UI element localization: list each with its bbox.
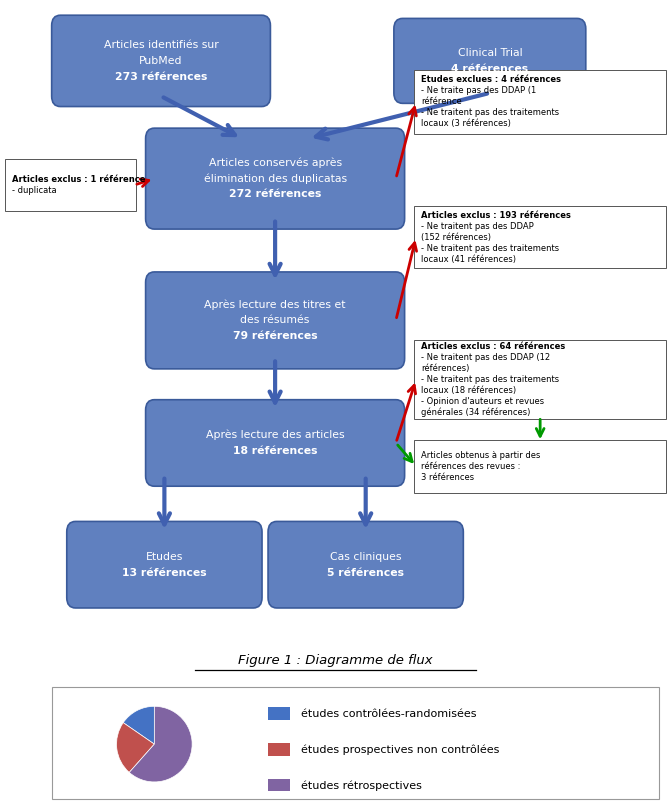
Text: - duplicata: - duplicata	[12, 186, 57, 195]
Text: Cas cliniques: Cas cliniques	[330, 552, 401, 562]
Text: locaux (41 références): locaux (41 références)	[421, 255, 517, 264]
FancyBboxPatch shape	[146, 272, 405, 368]
Text: références des revues :: références des revues :	[421, 461, 521, 471]
Text: Articles identifiés sur: Articles identifiés sur	[103, 40, 219, 50]
Text: Clinical Trial: Clinical Trial	[458, 48, 522, 58]
Text: Etudes exclues : 4 références: Etudes exclues : 4 références	[421, 75, 562, 84]
Text: - Ne traitent pas des DDAP: - Ne traitent pas des DDAP	[421, 222, 534, 231]
Text: (152 références): (152 références)	[421, 232, 491, 242]
Text: Articles exclus : 193 références: Articles exclus : 193 références	[421, 211, 571, 219]
FancyBboxPatch shape	[414, 70, 666, 134]
FancyBboxPatch shape	[414, 440, 666, 493]
Wedge shape	[117, 723, 154, 772]
Text: Articles obtenus à partir des: Articles obtenus à partir des	[421, 451, 541, 460]
Text: références): références)	[421, 364, 470, 373]
Text: études contrôlées-randomisées: études contrôlées-randomisées	[301, 709, 477, 718]
FancyBboxPatch shape	[52, 15, 270, 107]
FancyBboxPatch shape	[5, 159, 136, 211]
Text: - Ne traitent pas des DDAP (12: - Ne traitent pas des DDAP (12	[421, 353, 550, 362]
Text: - Ne traite pas des DDAP (1: - Ne traite pas des DDAP (1	[421, 87, 537, 95]
FancyBboxPatch shape	[268, 521, 464, 608]
Text: locaux (18 références): locaux (18 références)	[421, 386, 517, 395]
Text: 79 références: 79 références	[233, 331, 317, 341]
FancyBboxPatch shape	[414, 206, 666, 268]
Text: 4 références: 4 références	[452, 64, 528, 74]
Text: Figure 1 : Diagramme de flux: Figure 1 : Diagramme de flux	[238, 654, 433, 667]
Text: études prospectives non contrôlées: études prospectives non contrôlées	[301, 745, 500, 755]
Text: 273 références: 273 références	[115, 71, 207, 82]
FancyBboxPatch shape	[146, 128, 405, 229]
Text: - Opinion d'auteurs et revues: - Opinion d'auteurs et revues	[421, 397, 544, 406]
Bar	[268, 707, 290, 721]
Text: 5 références: 5 références	[327, 568, 404, 578]
Text: Après lecture des articles: Après lecture des articles	[206, 430, 344, 441]
FancyBboxPatch shape	[66, 521, 262, 608]
Text: Articles exclus : 64 références: Articles exclus : 64 références	[421, 342, 566, 351]
Text: locaux (3 références): locaux (3 références)	[421, 119, 511, 128]
Text: des résumés: des résumés	[240, 316, 310, 325]
Text: Etudes: Etudes	[146, 552, 183, 562]
Text: générales (34 références): générales (34 références)	[421, 408, 531, 417]
Text: 3 références: 3 références	[421, 473, 474, 481]
FancyBboxPatch shape	[394, 18, 586, 103]
Text: études rétrospectives: études rétrospectives	[301, 780, 422, 791]
FancyBboxPatch shape	[146, 400, 405, 486]
Text: 272 références: 272 références	[229, 189, 321, 199]
Bar	[268, 779, 290, 792]
Bar	[268, 743, 290, 756]
Text: référence: référence	[421, 97, 462, 107]
FancyBboxPatch shape	[52, 687, 659, 799]
Text: 18 références: 18 références	[233, 446, 317, 456]
Text: 13 références: 13 références	[122, 568, 207, 578]
Text: - Ne traitent pas des traitements: - Ne traitent pas des traitements	[421, 244, 560, 252]
FancyBboxPatch shape	[414, 340, 666, 419]
Text: - Ne traitent pas des traitements: - Ne traitent pas des traitements	[421, 375, 560, 384]
Text: Articles exclus : 1 référence: Articles exclus : 1 référence	[12, 175, 146, 184]
Text: Après lecture des titres et: Après lecture des titres et	[205, 300, 346, 310]
Text: PubMed: PubMed	[140, 56, 183, 66]
Wedge shape	[123, 706, 154, 744]
Text: - Ne traitent pas des traitements: - Ne traitent pas des traitements	[421, 108, 560, 117]
Text: Articles conservés après: Articles conservés après	[209, 158, 342, 168]
Text: élimination des duplicatas: élimination des duplicatas	[203, 173, 347, 184]
Wedge shape	[130, 706, 192, 782]
